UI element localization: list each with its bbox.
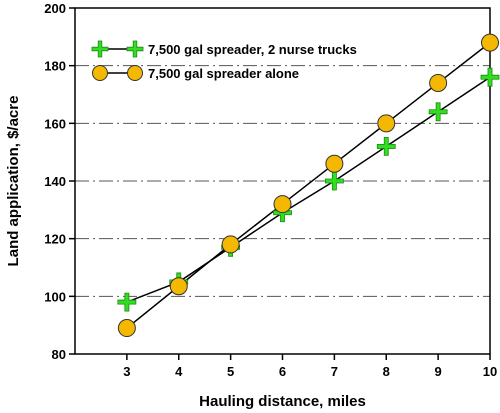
data-point-plus — [480, 67, 500, 87]
data-point-plus — [117, 292, 137, 312]
series-line — [126, 42, 491, 329]
data-point-plus — [324, 171, 344, 191]
x-tick-label: 5 — [227, 364, 234, 379]
series-group — [117, 33, 500, 338]
y-tick-label: 80 — [52, 347, 66, 362]
data-point-plus — [126, 40, 144, 58]
x-tick-label: 10 — [483, 364, 497, 379]
data-point-circle — [377, 114, 396, 133]
data-point-circle — [117, 319, 136, 338]
x-tick-label: 6 — [279, 364, 286, 379]
x-tick-label: 3 — [123, 364, 130, 379]
data-point-circle — [169, 277, 188, 296]
y-axis-title: Land application, $/acre — [5, 96, 22, 267]
legend-label: 7,500 gal spreader, 2 nurse trucks — [148, 42, 357, 57]
axis-ticks: 80 100 120 140 160 180 200 3 4 5 6 7 8 9 10 — [44, 1, 497, 379]
data-point-circle — [273, 195, 292, 214]
x-tick-label: 4 — [175, 364, 183, 379]
y-tick-label: 120 — [44, 232, 66, 247]
data-point-plus — [91, 40, 109, 58]
data-point-plus — [376, 137, 396, 156]
x-axis-title: Hauling distance, miles — [199, 393, 366, 410]
y-tick-label: 140 — [44, 174, 66, 189]
data-point-circle — [325, 154, 344, 173]
y-tick-label: 200 — [44, 1, 66, 16]
series-line — [126, 76, 491, 303]
legend: 7,500 gal spreader, 2 nurse trucks 7,500 … — [91, 40, 357, 81]
data-point-circle — [429, 73, 448, 92]
data-point-circle — [481, 33, 499, 52]
data-point-plus — [428, 102, 448, 122]
x-tick-label: 7 — [331, 364, 338, 379]
y-tick-label: 100 — [44, 289, 66, 304]
data-point-circle — [92, 65, 108, 81]
data-point-circle — [127, 65, 143, 81]
y-tick-label: 180 — [44, 59, 66, 74]
data-point-circle — [221, 235, 240, 254]
x-tick-label: 9 — [435, 364, 442, 379]
x-tick-label: 8 — [383, 364, 390, 379]
plot-area — [74, 7, 491, 355]
gridlines — [75, 65, 490, 297]
y-tick-label: 160 — [44, 116, 66, 131]
legend-label: 7,500 gal spreader alone — [148, 66, 299, 81]
